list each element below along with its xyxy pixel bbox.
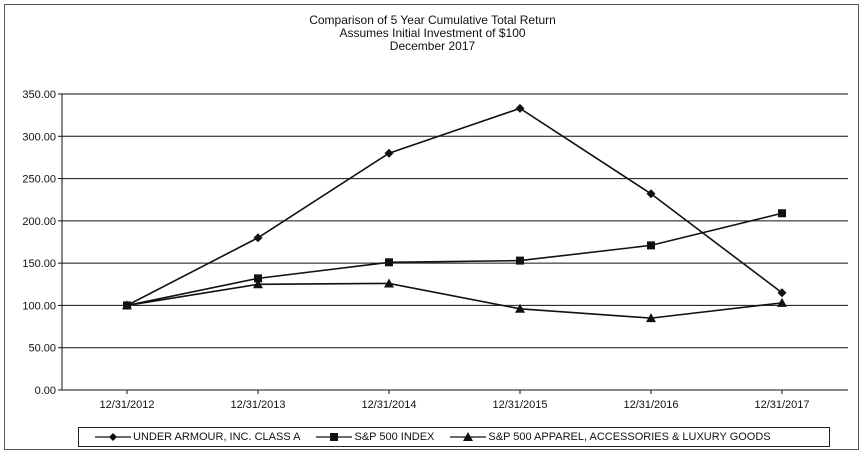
data-point-diamond [515,103,525,113]
data-point-square [516,256,524,265]
legend-label: S&P 500 INDEX [354,431,435,443]
y-tick-label: 250.00 [22,174,56,186]
y-tick-label: 100.00 [22,300,56,312]
square-marker-icon [316,433,353,441]
data-point-diamond [253,233,263,243]
data-point-triangle [515,303,525,313]
data-point-square [254,274,262,283]
x-tick-label: 12/31/2016 [623,399,678,411]
y-tick-label: 50.00 [28,343,56,355]
chart-subtitle-date: December 2017 [389,39,476,53]
data-point-triangle [122,300,132,310]
y-tick-label: 200.00 [22,216,56,228]
series-line-1 [126,107,783,307]
data-point-diamond [777,288,787,298]
data-point-square [385,258,393,267]
data-point-triangle [646,313,656,323]
x-tick-label: 12/31/2017 [754,399,809,411]
legend-item-sp500: S&P 500 INDEX [316,431,434,443]
chart-frame [4,4,859,450]
y-tick-label: 0.00 [35,385,56,397]
y-tick-label: 300.00 [22,131,56,143]
series-line-3 [126,282,783,319]
triangle-marker-icon [450,432,487,441]
chart-subtitle: Assumes Initial Investment of $100 [339,26,526,40]
data-point-square [647,241,655,250]
series-line-2 [126,212,783,307]
x-tick-label: 12/31/2012 [99,399,154,411]
legend-item-under-armour: UNDER ARMOUR, INC. CLASS A [95,431,300,443]
data-point-square [778,209,786,218]
data-point-diamond [384,148,394,158]
chart-titles: Comparison of 5 Year Cumulative Total Re… [0,14,865,53]
diamond-marker-icon [95,433,131,441]
x-tick-label: 12/31/2013 [230,399,285,411]
data-point-triangle [384,278,394,288]
data-point-diamond [646,189,656,199]
legend-label: UNDER ARMOUR, INC. CLASS A [133,431,301,443]
legend-label: S&P 500 APPAREL, ACCESSORIES & LUXURY GO… [488,431,771,443]
data-point-triangle [253,279,263,289]
y-tick-label: 150.00 [22,258,56,270]
y-tick-label: 350.00 [22,89,56,101]
data-point-triangle [777,297,787,307]
legend-item-sp500-apparel: S&P 500 APPAREL, ACCESSORIES & LUXURY GO… [450,431,771,443]
x-tick-label: 12/31/2014 [361,399,416,411]
chart-legend: UNDER ARMOUR, INC. CLASS A S&P 500 INDEX… [78,427,830,447]
x-tick-label: 12/31/2015 [492,399,547,411]
chart-title: Comparison of 5 Year Cumulative Total Re… [309,13,556,27]
